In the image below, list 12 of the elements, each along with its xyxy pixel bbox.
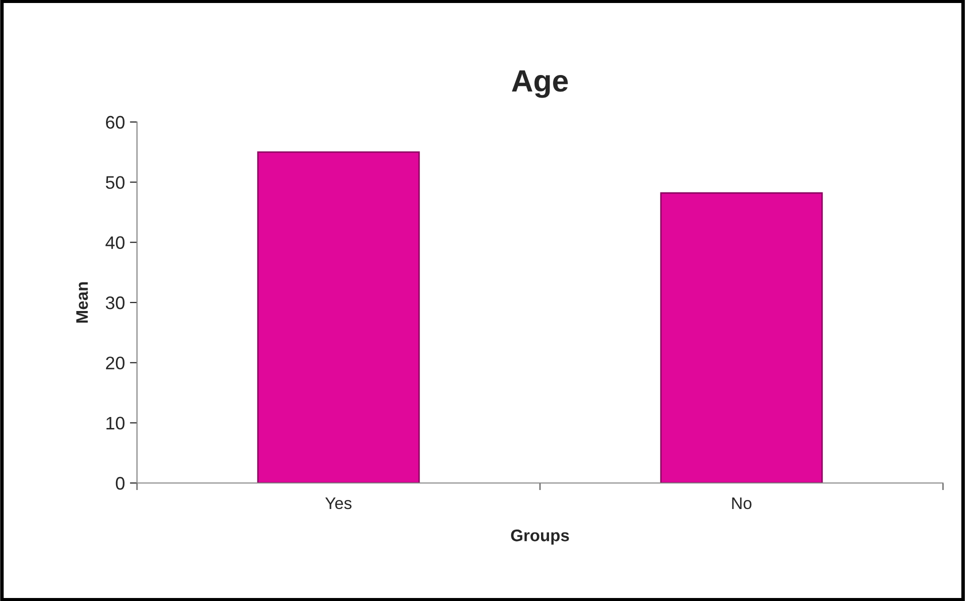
y-tick-label: 30 [106, 296, 124, 310]
chart-title: Age [512, 70, 568, 98]
y-tick-label: 0 [116, 476, 124, 490]
x-tick-label: Yes [325, 498, 352, 510]
y-tick-label: 60 [106, 116, 124, 129]
x-tick-label: No [732, 498, 752, 510]
y-axis-title: Mean [76, 282, 88, 323]
y-tick-label: 20 [106, 356, 124, 370]
y-tick-label: 10 [106, 416, 124, 430]
y-tick-label: 50 [106, 176, 124, 189]
x-axis-title: Groups [511, 530, 569, 545]
y-tick-label: 40 [106, 236, 124, 250]
